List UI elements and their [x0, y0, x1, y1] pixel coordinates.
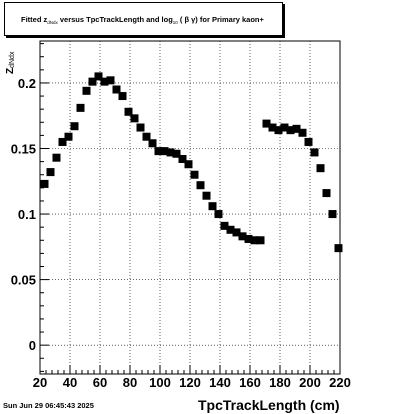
data-point	[250, 236, 259, 245]
data-point	[322, 189, 331, 198]
data-point	[232, 228, 241, 237]
data-point	[58, 137, 67, 146]
y-tick-label: 0.1	[18, 207, 36, 222]
data-point	[76, 103, 85, 112]
data-point	[130, 114, 139, 123]
data-point	[244, 234, 253, 243]
data-point	[154, 147, 163, 156]
data-point	[226, 225, 235, 234]
data-point	[142, 132, 151, 141]
x-tick-label: 40	[63, 375, 77, 390]
y-tick-label: 0	[29, 338, 36, 353]
data-point	[202, 191, 211, 200]
data-point	[286, 126, 295, 135]
data-point	[274, 126, 283, 135]
data-point	[220, 221, 229, 230]
data-point	[112, 85, 121, 94]
data-point	[64, 132, 73, 141]
data-point	[106, 76, 115, 85]
x-tick-label: 20	[33, 375, 47, 390]
x-tick-label: 220	[329, 375, 351, 390]
data-point	[262, 119, 271, 128]
data-point	[310, 148, 319, 157]
data-point	[208, 202, 217, 211]
title-subscript-dndx: dNdx	[47, 20, 58, 25]
data-point	[184, 160, 193, 169]
data-point	[124, 107, 133, 116]
data-point	[268, 123, 277, 132]
y-axis-label-main: Z	[5, 67, 16, 74]
data-point	[52, 153, 61, 162]
title-prefix: Fitted z	[21, 15, 48, 24]
tick-layer: 20 40 60 80 100 120 140 160 180 200 220 0 0.05 0.1 0.1…	[11, 43, 351, 390]
data-point	[94, 72, 103, 81]
data-point	[214, 210, 223, 219]
title-subscript-10: 10	[172, 20, 178, 25]
data-point	[172, 149, 181, 158]
y-tick-label: 0.2	[18, 76, 36, 91]
data-point	[46, 168, 55, 177]
data-point	[196, 181, 205, 190]
title-box: Fitted zdNdx versus TpcTrackLength and l…	[4, 2, 283, 36]
x-tick-label: 120	[179, 375, 201, 390]
title-suffix: ( β γ) for Primary kaon+	[177, 15, 264, 24]
title-middle: versus TpcTrackLength and log	[57, 15, 173, 24]
data-point	[280, 123, 289, 132]
data-point	[100, 77, 109, 86]
x-tick-label: 140	[209, 375, 231, 390]
y-tick-label: 0.15	[11, 142, 36, 157]
y-tick-label: 0.05	[11, 273, 36, 288]
data-point	[238, 232, 247, 241]
data-point	[256, 236, 265, 245]
data-point	[334, 244, 343, 253]
data-point	[148, 139, 157, 148]
x-tick-label: 100	[149, 375, 171, 390]
data-point	[328, 210, 337, 219]
data-point	[70, 122, 79, 131]
data-point	[178, 154, 187, 163]
points-layer	[40, 72, 343, 253]
y-axis-label: ZdNdx	[5, 52, 16, 74]
x-tick-label: 60	[93, 375, 107, 390]
x-tick-label: 80	[123, 375, 137, 390]
data-point	[82, 86, 91, 95]
data-point	[166, 148, 175, 157]
data-point	[118, 92, 127, 101]
data-point	[316, 164, 325, 173]
data-point	[88, 77, 97, 86]
data-point	[304, 137, 313, 146]
y-axis-label-sub: dNdx	[9, 51, 16, 68]
chart-title: Fitted zdNdx versus TpcTrackLength and l…	[21, 15, 264, 25]
data-point	[136, 123, 145, 132]
grid-layer	[40, 41, 340, 374]
footer-date: Sun Jun 29 06:45:43 2025	[3, 401, 94, 410]
x-tick-label: 160	[239, 375, 261, 390]
data-point	[40, 179, 49, 188]
x-tick-label: 200	[299, 375, 321, 390]
data-point	[190, 170, 199, 179]
data-point	[298, 128, 307, 137]
data-point	[160, 147, 169, 156]
x-tick-label: 180	[269, 375, 291, 390]
x-axis-label: TpcTrackLength (cm)	[198, 397, 340, 413]
data-point	[292, 124, 301, 133]
